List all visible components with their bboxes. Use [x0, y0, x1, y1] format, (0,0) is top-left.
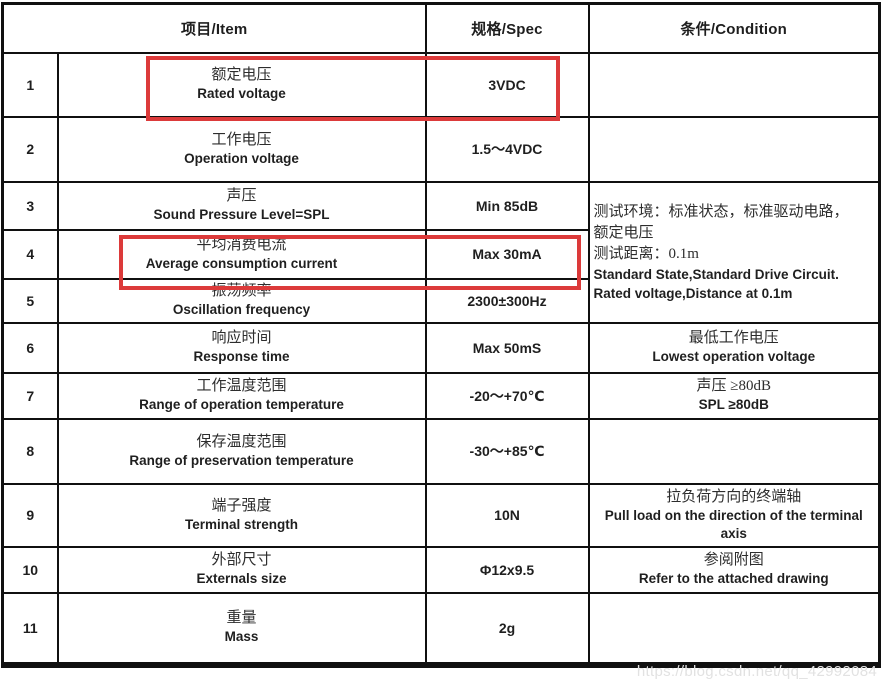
condition-cell: [587, 417, 881, 485]
condition-line: Rated voltage,Distance at 0.1m: [593, 285, 793, 301]
item-cell: 振荡频率 Oscillation frequency: [56, 277, 427, 324]
condition-zh: 拉负荷方向的终端轴: [666, 488, 802, 505]
condition-en: Refer to the attached drawing: [638, 571, 829, 586]
row-number: 6: [1, 321, 59, 374]
item-cell: 端子强度 Terminal strength: [56, 482, 427, 548]
item-label-zh: 工作温度范围: [196, 378, 287, 394]
condition-line: Standard State,Standard Drive Circuit.: [593, 266, 839, 282]
item-cell: 响应时间 Response time: [56, 321, 427, 374]
condition-en: SPL ≥80dB: [698, 397, 769, 412]
item-label-en: Rated voltage: [197, 86, 286, 101]
item-label-en: Operation voltage: [184, 150, 299, 166]
table-row: 8 保存温度范围 Range of preservation temperatu…: [1, 417, 881, 485]
row-number: 7: [1, 371, 59, 420]
item-label-en: Average consumption current: [145, 255, 338, 271]
condition-zh: 声压 ≥80dB: [696, 378, 772, 394]
row-number: 3: [1, 180, 59, 231]
spec-value: -30～+85℃: [424, 417, 590, 485]
spec-value: Max 50mS: [424, 321, 590, 374]
table-row: 1 额定电压 Rated voltage 3VDC: [1, 51, 881, 118]
spec-value: 2300±300Hz: [424, 277, 590, 324]
condition-zh: 参阅附图: [703, 552, 764, 568]
item-cell: 额定电压 Rated voltage: [56, 51, 427, 118]
item-cell: 保存温度范围 Range of preservation temperature: [56, 417, 427, 485]
condition-en: Lowest operation voltage: [652, 349, 816, 364]
item-label-en: Range of operation temperature: [139, 397, 344, 412]
item-label-en: Externals size: [196, 571, 287, 586]
condition-cell: 最低工作电压 Lowest operation voltage: [587, 321, 881, 374]
item-cell: 重量 Mass: [56, 591, 427, 666]
table-row: 5 振荡频率 Oscillation frequency 2300±300Hz: [1, 277, 880, 324]
item-label-en: Terminal strength: [184, 516, 299, 532]
condition-line: 测试环境：标准状态，标准驱动电路，: [593, 203, 849, 220]
condition-cell: [587, 51, 881, 118]
header-item: 项目/Item: [1, 2, 427, 54]
spec-value: -20～+70℃: [424, 371, 590, 420]
condition-line: 测试距离：0.1m: [593, 245, 699, 262]
item-cell: 外部尺寸 Externals size: [56, 545, 427, 594]
row-number: 2: [1, 115, 59, 183]
spec-value: 10N: [424, 482, 590, 548]
spec-table: 项目/Item 规格/Spec 条件/Condition 1 额定电压 Rate…: [1, 2, 882, 668]
item-label-zh: 平均消费电流: [196, 236, 287, 253]
item-label-zh: 端子强度: [211, 497, 272, 514]
condition-zh: 最低工作电压: [688, 330, 779, 346]
item-label-zh: 振荡频率: [211, 283, 272, 299]
item-label-zh: 工作电压: [211, 131, 272, 148]
condition-cell: [587, 115, 881, 183]
row-number: 5: [1, 277, 59, 324]
item-label-en: Oscillation frequency: [172, 302, 311, 317]
header-condition: 条件/Condition: [587, 2, 881, 54]
item-cell: 平均消费电流 Average consumption current: [56, 228, 427, 280]
condition-en: Pull load on the direction of the termin…: [604, 507, 863, 541]
spec-value: 1.5～4VDC: [424, 115, 590, 183]
table-header-row: 项目/Item 规格/Spec 条件/Condition: [1, 2, 881, 54]
table-row: 6 响应时间 Response time Max 50mS 最低工作电压 Low…: [1, 321, 881, 374]
item-label-zh: 重量: [226, 610, 257, 626]
item-cell: 工作电压 Operation voltage: [56, 115, 427, 183]
table-row: 3 声压 Sound Pressure Level=SPL Min 85dB 测…: [1, 180, 881, 324]
item-cell: 工作温度范围 Range of operation temperature: [56, 371, 427, 420]
spec-value: 3VDC: [424, 51, 590, 118]
item-label-zh: 响应时间: [211, 330, 272, 346]
condition-line: 额定电压: [593, 224, 654, 241]
item-label-zh: 外部尺寸: [211, 552, 272, 568]
table-row: 7 工作温度范围 Range of operation temperature …: [1, 371, 881, 420]
table-row: 9 端子强度 Terminal strength 10N 拉负荷方向的终端轴 P…: [1, 482, 881, 548]
watermark-url: https://blog.csdn.net/qq_42992084: [636, 663, 877, 680]
row-number: 11: [1, 591, 59, 666]
row-number: 9: [1, 482, 59, 548]
item-cell: 声压 Sound Pressure Level=SPL: [56, 180, 427, 231]
table-row: 10 外部尺寸 Externals size Φ12x9.5 参阅附图 Refe…: [1, 545, 881, 594]
row-number: 8: [1, 417, 59, 485]
item-label-zh: 额定电压: [211, 67, 272, 83]
spec-value: Max 30mA: [424, 228, 590, 280]
spec-value: Min 85dB: [424, 180, 590, 231]
row-number: 1: [1, 51, 59, 118]
spec-value: Φ12x9.5: [424, 545, 590, 594]
item-label-en: Response time: [193, 349, 290, 364]
spec-value: 2g: [424, 591, 590, 666]
item-label-zh: 声压: [226, 188, 257, 204]
item-label-en: Range of preservation temperature: [129, 452, 354, 468]
condition-cell-merged: 测试环境：标准状态，标准驱动电路， 额定电压 测试距离：0.1m Standar…: [587, 180, 881, 324]
row-number: 10: [1, 545, 59, 594]
table-row: 11 重量 Mass 2g: [1, 591, 881, 666]
item-label-zh: 保存温度范围: [196, 433, 287, 450]
row-number: 4: [1, 228, 59, 280]
condition-cell: 参阅附图 Refer to the attached drawing: [587, 545, 881, 594]
condition-cell: 声压 ≥80dB SPL ≥80dB: [587, 371, 881, 420]
item-label-en: Sound Pressure Level=SPL: [153, 207, 330, 222]
table-row: 2 工作电压 Operation voltage 1.5～4VDC: [1, 115, 881, 183]
condition-cell: 拉负荷方向的终端轴 Pull load on the direction of …: [587, 482, 881, 548]
condition-cell: [587, 591, 881, 666]
header-spec: 规格/Spec: [424, 2, 590, 54]
item-label-en: Mass: [224, 629, 259, 644]
